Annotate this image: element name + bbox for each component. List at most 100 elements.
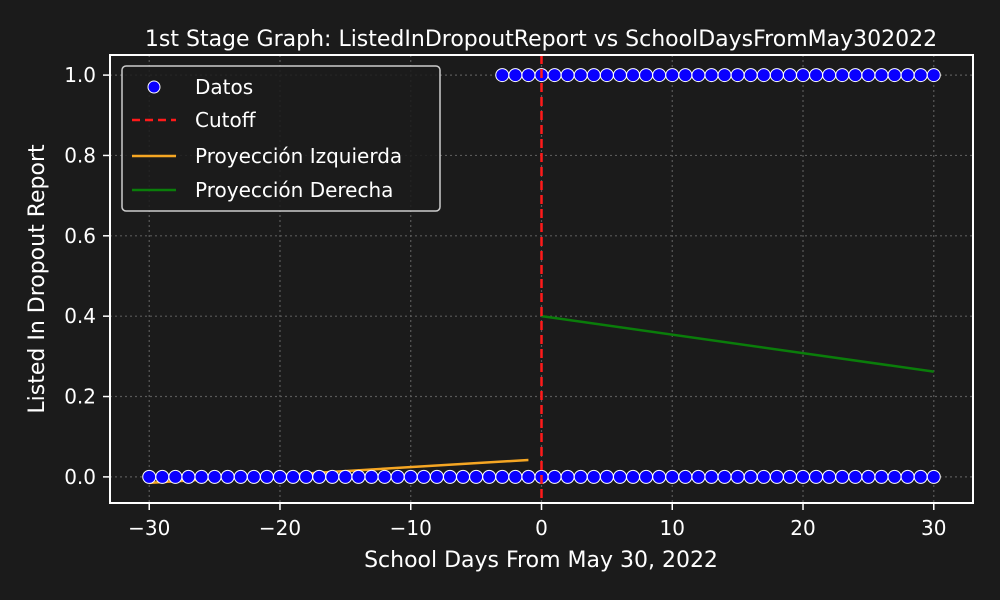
data-point bbox=[835, 68, 850, 83]
data-point bbox=[612, 469, 627, 484]
data-point bbox=[495, 469, 510, 484]
data-point bbox=[782, 68, 797, 83]
data-point bbox=[730, 68, 745, 83]
y-tick-label: 0.8 bbox=[64, 143, 96, 167]
data-point bbox=[874, 469, 889, 484]
data-point bbox=[508, 469, 523, 484]
data-point bbox=[717, 68, 732, 83]
legend-marker-datos bbox=[147, 80, 161, 94]
data-point bbox=[181, 469, 196, 484]
data-point bbox=[482, 469, 497, 484]
data-point bbox=[626, 68, 641, 83]
data-point bbox=[900, 68, 915, 83]
data-point bbox=[560, 469, 575, 484]
data-point bbox=[926, 68, 941, 83]
data-point bbox=[796, 469, 811, 484]
data-point bbox=[573, 68, 588, 83]
x-tick-label: 10 bbox=[660, 516, 685, 540]
y-tick-label: 0.6 bbox=[64, 224, 96, 248]
data-point bbox=[665, 469, 680, 484]
data-point bbox=[207, 469, 222, 484]
legend-box bbox=[121, 65, 441, 212]
data-point bbox=[835, 469, 850, 484]
data-point bbox=[456, 469, 471, 484]
data-point bbox=[887, 68, 902, 83]
data-point bbox=[142, 469, 157, 484]
data-point bbox=[822, 68, 837, 83]
data-point bbox=[312, 469, 327, 484]
y-tick-label: 1.0 bbox=[64, 63, 96, 87]
data-point bbox=[442, 469, 457, 484]
data-point bbox=[469, 469, 484, 484]
x-tick-label: −30 bbox=[128, 516, 170, 540]
x-tick-label: −10 bbox=[390, 516, 432, 540]
data-point bbox=[704, 469, 719, 484]
data-point bbox=[900, 469, 915, 484]
data-point bbox=[678, 469, 693, 484]
data-point bbox=[194, 469, 209, 484]
data-point bbox=[272, 469, 287, 484]
data-point bbox=[848, 469, 863, 484]
data-point bbox=[769, 68, 784, 83]
data-point bbox=[338, 469, 353, 484]
x-tick-label: −20 bbox=[259, 516, 301, 540]
data-point bbox=[286, 469, 301, 484]
data-point bbox=[913, 469, 928, 484]
y-axis-ticks: 0.0 0.2 0.4 0.6 0.8 1.0 bbox=[64, 63, 110, 489]
data-point bbox=[560, 68, 575, 83]
right-fit-line bbox=[541, 314, 934, 373]
data-point bbox=[652, 68, 667, 83]
legend-label-right-fit: Proyección Derecha bbox=[195, 178, 393, 202]
data-points bbox=[142, 68, 941, 484]
data-point bbox=[626, 469, 641, 484]
data-point bbox=[926, 469, 941, 484]
y-tick-label: 0.4 bbox=[64, 304, 96, 328]
data-point bbox=[756, 68, 771, 83]
data-point bbox=[861, 469, 876, 484]
data-point bbox=[913, 68, 928, 83]
data-point bbox=[246, 469, 261, 484]
data-point bbox=[377, 469, 392, 484]
data-point bbox=[809, 469, 824, 484]
data-point bbox=[299, 469, 314, 484]
y-tick-label: 0.2 bbox=[64, 385, 96, 409]
data-point bbox=[599, 469, 614, 484]
data-point bbox=[495, 68, 510, 83]
x-tick-label: 20 bbox=[790, 516, 815, 540]
legend-label-datos: Datos bbox=[195, 75, 253, 99]
data-point bbox=[364, 469, 379, 484]
data-point bbox=[717, 469, 732, 484]
data-point bbox=[887, 469, 902, 484]
chart-title: 1st Stage Graph: ListedInDropoutReport v… bbox=[145, 27, 937, 52]
data-point bbox=[652, 469, 667, 484]
data-point bbox=[782, 469, 797, 484]
data-point bbox=[796, 68, 811, 83]
data-point bbox=[730, 469, 745, 484]
data-point bbox=[743, 68, 758, 83]
x-tick-label: 0 bbox=[535, 516, 548, 540]
data-point bbox=[155, 469, 170, 484]
data-point bbox=[521, 469, 536, 484]
data-point bbox=[639, 68, 654, 83]
data-point bbox=[665, 68, 680, 83]
y-axis-label: Listed In Dropout Report bbox=[25, 144, 50, 414]
data-point bbox=[769, 469, 784, 484]
data-point bbox=[612, 68, 627, 83]
data-point bbox=[547, 68, 562, 83]
x-tick-label: 30 bbox=[921, 516, 946, 540]
data-point bbox=[691, 469, 706, 484]
x-axis-ticks: −30 −20 −10 0 10 20 30 bbox=[128, 503, 946, 540]
legend: Datos Cutoff Proyección Izquierda Proyec… bbox=[121, 65, 441, 212]
y-tick-label: 0.0 bbox=[64, 465, 96, 489]
data-point bbox=[704, 68, 719, 83]
data-point bbox=[874, 68, 889, 83]
data-point bbox=[573, 469, 588, 484]
data-point bbox=[259, 469, 274, 484]
data-point bbox=[678, 68, 693, 83]
data-point bbox=[743, 469, 758, 484]
data-point bbox=[756, 469, 771, 484]
data-point bbox=[599, 68, 614, 83]
data-point bbox=[691, 68, 706, 83]
data-point bbox=[403, 469, 418, 484]
